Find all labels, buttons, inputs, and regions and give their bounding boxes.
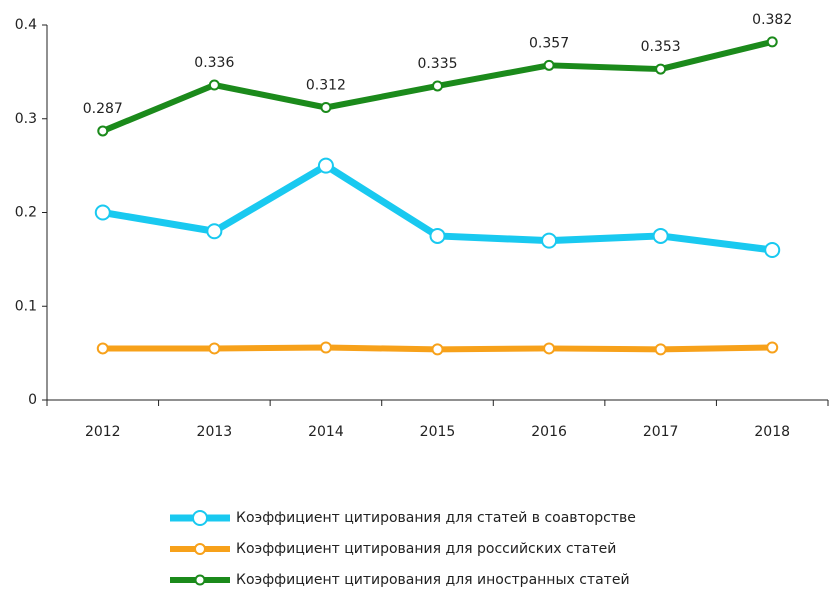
- y-tick-label: 0.4: [15, 17, 37, 33]
- point-marker: [320, 102, 332, 113]
- y-tick-label: 0.2: [15, 205, 37, 221]
- y-tick-label: 0.3: [15, 111, 37, 127]
- legend-label: Коэффициент цитирования для российских с…: [236, 541, 616, 557]
- x-tick-label: 2018: [754, 424, 790, 440]
- legend-marker: [192, 510, 208, 526]
- point-marker: [431, 343, 444, 356]
- x-tick-label: 2016: [531, 424, 567, 440]
- point-marker: [654, 343, 667, 356]
- point-marker: [541, 232, 558, 249]
- point-marker: [317, 157, 334, 174]
- point-marker: [208, 79, 220, 91]
- point-marker: [655, 63, 667, 75]
- legend-label: Коэффициент цитирования для статей в соа…: [236, 510, 636, 526]
- data-label: 0.312: [306, 78, 346, 94]
- point-marker: [766, 341, 779, 354]
- legend-marker: [194, 574, 206, 586]
- point-marker: [97, 125, 109, 137]
- point-marker: [764, 242, 781, 258]
- point-marker: [652, 227, 669, 244]
- point-marker: [429, 227, 446, 244]
- point-marker: [206, 223, 223, 240]
- point-marker: [319, 341, 332, 354]
- data-label: 0.353: [641, 39, 681, 55]
- x-tick-label: 2015: [420, 424, 456, 440]
- data-label: 0.335: [417, 56, 457, 72]
- legend-marker: [194, 543, 206, 555]
- point-marker: [208, 342, 221, 355]
- data-label: 0.357: [529, 35, 569, 51]
- point-marker: [432, 80, 443, 92]
- point-marker: [543, 342, 556, 355]
- x-tick-label: 2013: [197, 424, 233, 440]
- point-marker: [543, 59, 555, 71]
- y-tick-label: 0.1: [15, 298, 37, 314]
- point-marker: [94, 204, 111, 221]
- point-marker: [766, 36, 778, 48]
- data-label: 0.336: [194, 55, 234, 71]
- y-tick-label: 0: [28, 392, 37, 408]
- data-label: 0.382: [752, 12, 792, 28]
- x-tick-label: 2012: [85, 424, 121, 440]
- x-tick-label: 2014: [308, 424, 344, 440]
- x-tick-label: 2017: [643, 424, 679, 440]
- legend-label: Коэффициент цитирования для иностранных …: [236, 572, 630, 588]
- data-label: 0.287: [83, 101, 123, 117]
- point-marker: [96, 342, 109, 355]
